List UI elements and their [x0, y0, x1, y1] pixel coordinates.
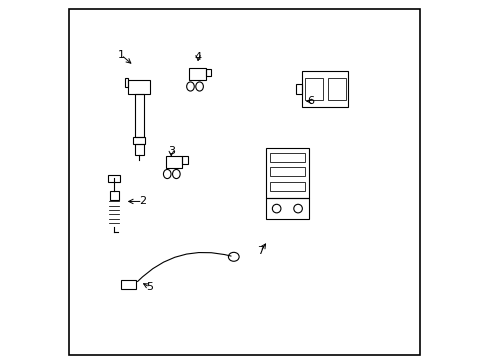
Text: 4: 4 [194, 52, 201, 62]
Bar [328, 78, 346, 100]
Bar [188, 68, 205, 80]
Bar [296, 84, 301, 94]
Bar [133, 137, 145, 144]
Bar [134, 144, 143, 155]
Bar [134, 94, 143, 137]
Bar [269, 153, 305, 162]
Bar [165, 156, 182, 168]
Text: 5: 5 [146, 282, 153, 292]
Bar [269, 167, 305, 176]
Bar [109, 191, 118, 200]
Text: 6: 6 [306, 96, 313, 107]
Bar [205, 69, 211, 76]
Bar [121, 280, 135, 289]
Bar [265, 148, 308, 198]
Bar [128, 80, 149, 94]
Bar [124, 78, 128, 87]
Text: 3: 3 [167, 147, 174, 157]
Bar [301, 71, 347, 107]
Bar [269, 182, 305, 191]
Text: 1: 1 [118, 50, 124, 60]
Text: 2: 2 [139, 197, 146, 206]
Bar [182, 156, 187, 164]
Text: 7: 7 [257, 247, 264, 256]
Bar [305, 78, 323, 100]
Bar [265, 198, 308, 219]
Bar [108, 175, 120, 182]
